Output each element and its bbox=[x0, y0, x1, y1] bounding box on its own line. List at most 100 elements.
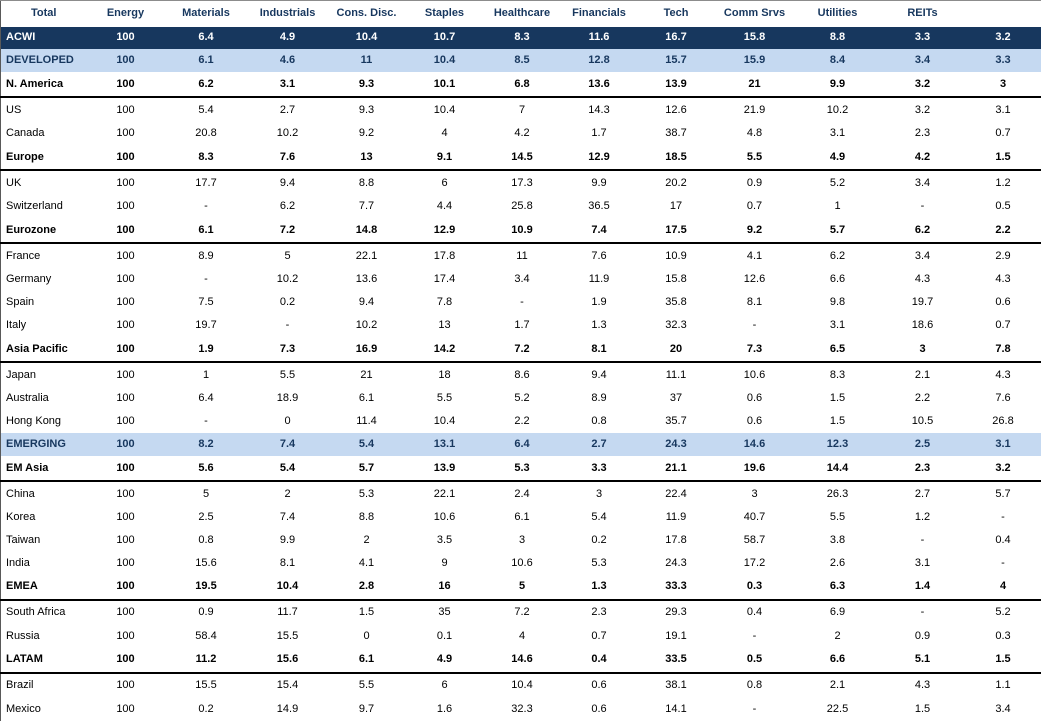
cell: 2.2 bbox=[514, 415, 530, 428]
cell: 4.1 bbox=[746, 249, 763, 262]
cell: 3.3 bbox=[995, 54, 1011, 67]
cell: 1.7 bbox=[591, 127, 607, 140]
cell: 7.4 bbox=[279, 511, 296, 523]
cell: 1.1 bbox=[995, 679, 1011, 692]
cell: 17.4 bbox=[433, 273, 456, 286]
cell: 100 bbox=[116, 702, 135, 715]
cell: 22.5 bbox=[826, 702, 849, 715]
cell: 9.3 bbox=[327, 72, 406, 99]
cell: 10.6 bbox=[743, 368, 766, 381]
table-row: Switzerland 100 - 6.2 7.7 4.4 25.8 36.5 17 0.7 1 - 0… bbox=[1, 195, 1041, 218]
cell: 100 bbox=[116, 392, 135, 405]
cell: 9.1 bbox=[405, 145, 484, 172]
cell: 10.6 bbox=[511, 556, 533, 569]
table-row: EMEA 100 19.5 10.4 2.8 16 5 1.3 33.3 0.3 6.3 1.4 4 bbox=[0, 574, 1041, 601]
table-row: DEVELOPED 100 6.1 4.6 11 10.4 8.5 12.8 15.7 15.9 8… bbox=[0, 49, 1041, 73]
cell: 10.4 bbox=[247, 574, 328, 601]
cell: 8.8 bbox=[829, 31, 846, 44]
cell: 14.4 bbox=[794, 456, 881, 483]
cell: 5 bbox=[202, 487, 210, 500]
cell: 10.2 bbox=[826, 103, 849, 116]
cell: 1.9 bbox=[164, 337, 248, 364]
cell: 12.6 bbox=[743, 273, 766, 286]
cell: 11.2 bbox=[164, 647, 248, 674]
cell: 5.6 bbox=[164, 456, 248, 483]
cell: 9.9 bbox=[794, 72, 881, 99]
column-header: Tech bbox=[637, 0, 715, 27]
cell: 8.2 bbox=[198, 438, 214, 451]
table-row: US 100 5.4 2.7 9.3 10.4 7 14.3 12.6 21.9 10.2 3.2 3.… bbox=[1, 97, 1041, 122]
cell: 0.2 bbox=[591, 533, 607, 546]
cell: 2.3 bbox=[880, 456, 965, 483]
cell: 2.1 bbox=[914, 368, 931, 381]
cell: 14.6 bbox=[743, 438, 766, 451]
cell: 5.1 bbox=[880, 647, 965, 674]
cell: 5 bbox=[483, 574, 561, 601]
cell: 4.8 bbox=[746, 127, 763, 140]
cell: 15.5 bbox=[195, 679, 217, 692]
cell: 2.3 bbox=[591, 606, 607, 619]
cell: 7.7 bbox=[358, 200, 375, 213]
cell: 3.8 bbox=[829, 533, 846, 546]
cell: 1.2 bbox=[995, 176, 1011, 189]
row-label: Korea bbox=[6, 511, 36, 523]
cell: 1.5 bbox=[829, 392, 846, 405]
cell: 2 bbox=[363, 533, 370, 546]
cell: 19.7 bbox=[195, 319, 217, 332]
table-row: Hong Kong 100 - 0 11.4 10.4 2.2 0.8 35.7 0.6 1.5 10… bbox=[1, 410, 1041, 433]
cell: - bbox=[204, 415, 208, 428]
cell: 2.2 bbox=[964, 218, 1041, 245]
cell: 4.1 bbox=[358, 556, 375, 569]
cell: 15.9 bbox=[743, 54, 766, 67]
cell: 100 bbox=[86, 72, 165, 99]
column-header: Industrials bbox=[247, 0, 328, 27]
cell: 35.8 bbox=[665, 296, 687, 309]
cell: 100 bbox=[116, 273, 135, 286]
cell: 5.5 bbox=[714, 145, 795, 172]
cell: 8.3 bbox=[514, 31, 530, 44]
cell: 100 bbox=[116, 556, 135, 569]
cell: 100 bbox=[116, 176, 135, 189]
cell: 100 bbox=[116, 249, 135, 262]
cell: 8.3 bbox=[164, 145, 248, 172]
table-row: Taiwan 100 0.8 9.9 2 3.5 3 0.2 17.8 58.7 3.8 - 0.4 bbox=[1, 529, 1041, 552]
cell: 13 bbox=[327, 145, 406, 172]
row-label: Hong Kong bbox=[6, 415, 62, 428]
cell: - bbox=[1001, 511, 1005, 523]
cell: 8.1 bbox=[279, 556, 296, 569]
table-row: India 100 15.6 8.1 4.1 9 10.6 5.3 24.3 17.2 2.6 3.1… bbox=[1, 552, 1041, 575]
cell: 2.7 bbox=[279, 103, 296, 116]
cell: 4.3 bbox=[914, 679, 931, 692]
table-header: Total Energy Materials Industrials Cons. Dis… bbox=[0, 0, 1041, 27]
row-label: US bbox=[6, 103, 22, 116]
cell: 100 bbox=[116, 487, 135, 500]
cell: 15.8 bbox=[665, 273, 687, 286]
cell: 17 bbox=[669, 200, 683, 213]
cell: 100 bbox=[86, 218, 165, 245]
cell: 15.8 bbox=[743, 31, 766, 44]
cell: 17.7 bbox=[195, 176, 217, 189]
row-label: India bbox=[6, 556, 30, 569]
cell: 21 bbox=[714, 72, 795, 99]
cell: 3.1 bbox=[829, 127, 846, 140]
cell: 2.8 bbox=[327, 574, 406, 601]
row-label: LATAM bbox=[0, 647, 87, 674]
cell: 21.1 bbox=[637, 456, 715, 483]
cell: 3 bbox=[518, 533, 526, 546]
cell: 3.4 bbox=[995, 702, 1011, 715]
cell: 1.5 bbox=[914, 702, 931, 715]
table-row: Russia 100 58.4 15.5 0 0.1 4 0.7 19.1 - 2 0.9 0.3 bbox=[1, 625, 1041, 648]
cell: 40.7 bbox=[743, 511, 766, 523]
cell: 2.5 bbox=[198, 511, 214, 523]
cell: 6.4 bbox=[198, 31, 214, 44]
cell: 3.4 bbox=[914, 176, 931, 189]
cell: 0.2 bbox=[198, 702, 214, 715]
cell: 38.1 bbox=[665, 679, 687, 692]
table-row: Canada 100 20.8 10.2 9.2 4 4.2 1.7 38.7 4.8 3.1 2.3… bbox=[1, 122, 1041, 145]
cell: 100 bbox=[116, 438, 135, 451]
cell: 9.3 bbox=[358, 103, 375, 116]
cell: 5.5 bbox=[279, 368, 296, 381]
cell: 3.4 bbox=[914, 249, 931, 262]
cell: 19.7 bbox=[911, 296, 934, 309]
cell: 1.9 bbox=[591, 296, 607, 309]
